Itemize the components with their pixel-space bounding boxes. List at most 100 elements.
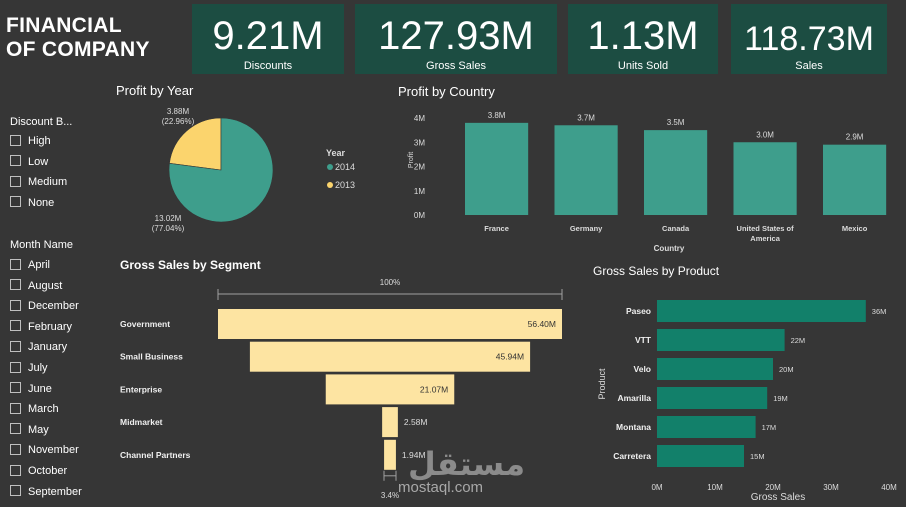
month-item-november[interactable]: November [10, 443, 79, 457]
checkbox[interactable] [10, 175, 21, 187]
funnel-bar[interactable] [218, 309, 562, 339]
kpi-card-units-sold[interactable]: 1.13M Units Sold [568, 4, 718, 74]
funnel-value-label: 1.94M [402, 450, 426, 460]
month-item-february[interactable]: February [10, 320, 72, 334]
month-item-october[interactable]: October [10, 464, 67, 478]
month-item-april[interactable]: April [10, 258, 50, 272]
product-x-tick: 10M [707, 483, 723, 492]
month-item-march[interactable]: March [10, 402, 59, 416]
country-x-tick: Canada [662, 224, 690, 233]
slicer-item-label: June [28, 382, 52, 395]
month-item-july[interactable]: July [10, 361, 48, 375]
discount-item-medium[interactable]: Medium [10, 175, 67, 189]
country-bar[interactable] [465, 122, 529, 215]
checkbox[interactable] [10, 320, 21, 332]
country-x-tick: United States of America [737, 224, 795, 243]
discount-item-none[interactable]: None [10, 196, 54, 210]
watermark-arabic: مستقل [408, 446, 526, 482]
month-item-august[interactable]: August [10, 279, 62, 293]
checkbox[interactable] [10, 382, 21, 394]
kpi-card-sales[interactable]: 118.73M Sales [731, 4, 887, 74]
checkbox[interactable] [10, 155, 21, 167]
funnel-value-label: 2.58M [404, 417, 428, 427]
funnel-bottom-percent: 3.4% [381, 491, 399, 500]
product-category-label: VTT [635, 335, 652, 345]
gross-sales-by-product-chart[interactable]: Product Gross Sales Paseo 36M VTT 22M Velo 20… [585, 290, 903, 506]
country-y-tick: 2M [414, 163, 425, 172]
kpi-card-discounts[interactable]: 9.21M Discounts [192, 4, 344, 74]
slicer-item-label: July [28, 362, 48, 374]
product-category-label: Amarilla [617, 393, 651, 403]
kpi-card-gross-sales[interactable]: 127.93M Gross Sales [355, 4, 557, 74]
country-x-axis-title: Country [654, 244, 685, 253]
kpi-label: Discounts [243, 60, 293, 72]
kpi-label: Gross Sales [426, 60, 486, 72]
product-x-tick: 0M [651, 483, 662, 492]
month-item-december[interactable]: December [10, 299, 79, 313]
product-x-axis-title: Gross Sales [751, 492, 805, 503]
product-bar[interactable] [657, 387, 768, 409]
checkbox[interactable] [10, 402, 21, 414]
legend-label-2013[interactable]: 2013 [335, 180, 355, 190]
profit-by-year-chart[interactable]: 3.88M (22.96%) 13.02M (77.04%) Year 2014… [110, 100, 390, 240]
funnel-bar[interactable] [249, 341, 531, 372]
product-bar[interactable] [657, 416, 756, 438]
slicer-item-label: October [28, 465, 68, 477]
legend-label-2014[interactable]: 2014 [335, 162, 355, 172]
funnel-bar[interactable] [325, 374, 455, 405]
country-x-tick: Germany [570, 224, 603, 233]
funnel-value-label: 21.07M [420, 384, 448, 394]
product-x-tick: 30M [823, 483, 839, 492]
checkbox[interactable] [10, 340, 21, 352]
product-value-label: 17M [762, 423, 777, 432]
product-bar[interactable] [657, 445, 744, 467]
product-bar[interactable] [657, 358, 773, 380]
funnel-bar[interactable] [384, 439, 396, 470]
country-bar-label: 3.8M [488, 111, 506, 120]
country-y-tick: 0M [414, 211, 425, 220]
product-y-axis-title: Product [597, 368, 607, 400]
country-bar[interactable] [733, 142, 797, 215]
slicer-item-label: Medium [28, 176, 68, 188]
month-item-may[interactable]: May [10, 423, 49, 437]
country-bar-label: 2.9M [846, 133, 864, 142]
product-bar[interactable] [657, 329, 785, 351]
checkbox[interactable] [10, 485, 21, 497]
funnel-bar[interactable] [382, 407, 398, 438]
checkbox[interactable] [10, 258, 21, 270]
checkbox[interactable] [10, 134, 21, 146]
checkbox[interactable] [10, 423, 21, 435]
pie-slice-2014[interactable] [168, 117, 274, 223]
month-item-january[interactable]: January [10, 340, 67, 354]
country-bar[interactable] [823, 144, 887, 215]
checkbox[interactable] [10, 299, 21, 311]
profit-by-country-chart[interactable]: Profit Country 0M 1M 2M 3M 4M 3.8M France 3.7M G… [395, 100, 900, 260]
product-category-label: Velo [634, 364, 651, 374]
product-category-label: Paseo [626, 306, 651, 316]
funnel-value-label: 45.94M [496, 352, 524, 362]
month-item-june[interactable]: June [10, 382, 52, 396]
country-bar[interactable] [554, 125, 618, 215]
discount-item-high[interactable]: High [10, 134, 51, 148]
discount-item-low[interactable]: Low [10, 155, 48, 169]
checkbox[interactable] [10, 464, 21, 476]
pie-label-pct-2013: (22.96%) [162, 117, 195, 126]
checkbox[interactable] [10, 443, 21, 455]
checkbox[interactable] [10, 279, 21, 291]
country-bar[interactable] [644, 130, 708, 215]
slicer-item-label: September [28, 485, 82, 498]
slicer-item-label: May [28, 423, 49, 436]
checkbox[interactable] [10, 361, 21, 373]
gross-sales-by-segment-chart[interactable]: 100% 3.4% Government 56.40M Small Business… [110, 272, 580, 504]
country-x-tick: France [484, 224, 509, 233]
kpi-label: Units Sold [617, 60, 669, 72]
product-bar[interactable] [657, 300, 866, 322]
checkbox[interactable] [10, 196, 21, 208]
pie-slice-2013[interactable] [169, 117, 222, 171]
product-x-tick: 20M [765, 483, 781, 492]
pie-label-value-2014: 13.02M [155, 214, 182, 223]
funnel-category-label: Enterprise [120, 384, 162, 394]
gross-sales-by-segment-title: Gross Sales by Segment [120, 258, 261, 272]
slicer-item-label: March [28, 403, 59, 416]
month-item-september[interactable]: September [10, 485, 82, 499]
